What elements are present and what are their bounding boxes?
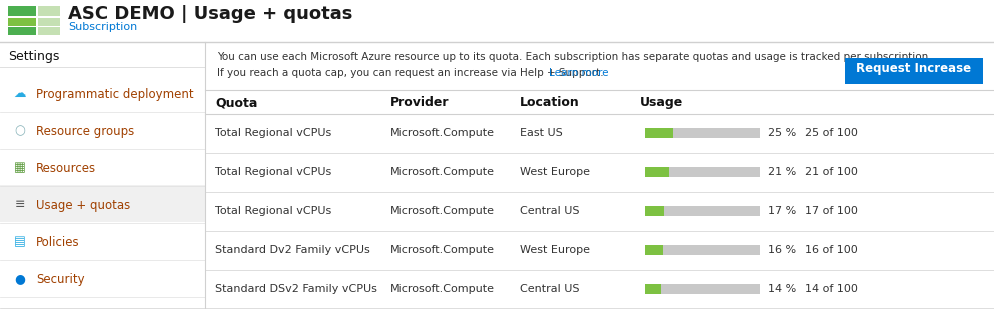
Text: Total Regional vCPUs: Total Regional vCPUs [215,206,331,216]
Text: 17 %: 17 % [767,206,795,216]
Text: Central US: Central US [520,206,579,216]
Text: Standard DSv2 Family vCPUs: Standard DSv2 Family vCPUs [215,284,377,294]
Text: ☁: ☁ [14,87,26,100]
Bar [8,27,36,35]
Text: ASC DEMO | Usage + quotas: ASC DEMO | Usage + quotas [68,5,352,23]
Text: Central US: Central US [520,284,579,294]
Bar [0,185,205,222]
Text: ≡: ≡ [15,198,25,211]
Bar [644,284,660,294]
Bar [644,128,759,138]
Text: 14 %: 14 % [767,284,795,294]
Text: 25 of 100: 25 of 100 [804,128,857,138]
Text: Resource groups: Resource groups [36,125,134,138]
Bar [644,284,759,294]
Bar [644,167,668,177]
Text: Settings: Settings [8,50,60,63]
Text: Policies: Policies [36,236,80,249]
Bar [8,18,36,26]
Text: Resources: Resources [36,162,96,175]
Bar [844,58,982,84]
Text: ▤: ▤ [14,235,26,248]
Text: ●: ● [15,272,26,285]
Text: Provider: Provider [390,96,449,109]
Text: East US: East US [520,128,563,138]
Text: ○: ○ [15,124,26,137]
Bar [38,18,60,26]
Text: Usage + quotas: Usage + quotas [36,199,130,212]
Text: Microsoft.Compute: Microsoft.Compute [390,206,494,216]
Text: 21 %: 21 % [767,167,795,177]
Text: Microsoft.Compute: Microsoft.Compute [390,245,494,255]
Text: West Europe: West Europe [520,245,589,255]
Text: Security: Security [36,273,84,286]
Text: 16 %: 16 % [767,245,795,255]
Bar [38,6,60,16]
Bar [38,27,60,35]
Text: 17 of 100: 17 of 100 [804,206,857,216]
Text: Programmatic deployment: Programmatic deployment [36,88,194,101]
Text: Usage: Usage [639,96,683,109]
Text: Location: Location [520,96,580,109]
Bar [8,6,36,16]
Bar [644,206,663,216]
Text: Request Increase: Request Increase [856,62,970,75]
Bar [644,128,672,138]
Bar [644,245,759,255]
Bar [644,167,759,177]
Bar [644,206,759,216]
Text: You can use each Microsoft Azure resource up to its quota. Each subscription has: You can use each Microsoft Azure resourc… [217,52,930,62]
Text: Learn more: Learn more [549,68,608,78]
Text: Total Regional vCPUs: Total Regional vCPUs [215,167,331,177]
Bar [644,245,662,255]
Text: Standard Dv2 Family vCPUs: Standard Dv2 Family vCPUs [215,245,370,255]
Text: 16 of 100: 16 of 100 [804,245,857,255]
Text: If you reach a quota cap, you can request an increase via Help + Support.: If you reach a quota cap, you can reques… [217,68,606,78]
Text: Subscription: Subscription [68,22,137,32]
Text: West Europe: West Europe [520,167,589,177]
Text: Microsoft.Compute: Microsoft.Compute [390,128,494,138]
Text: 25 %: 25 % [767,128,795,138]
Text: Quota: Quota [215,96,257,109]
Text: 14 of 100: 14 of 100 [804,284,857,294]
Text: Microsoft.Compute: Microsoft.Compute [390,167,494,177]
Text: 21 of 100: 21 of 100 [804,167,857,177]
Text: Total Regional vCPUs: Total Regional vCPUs [215,128,331,138]
Text: ▦: ▦ [14,161,26,174]
Text: Microsoft.Compute: Microsoft.Compute [390,284,494,294]
